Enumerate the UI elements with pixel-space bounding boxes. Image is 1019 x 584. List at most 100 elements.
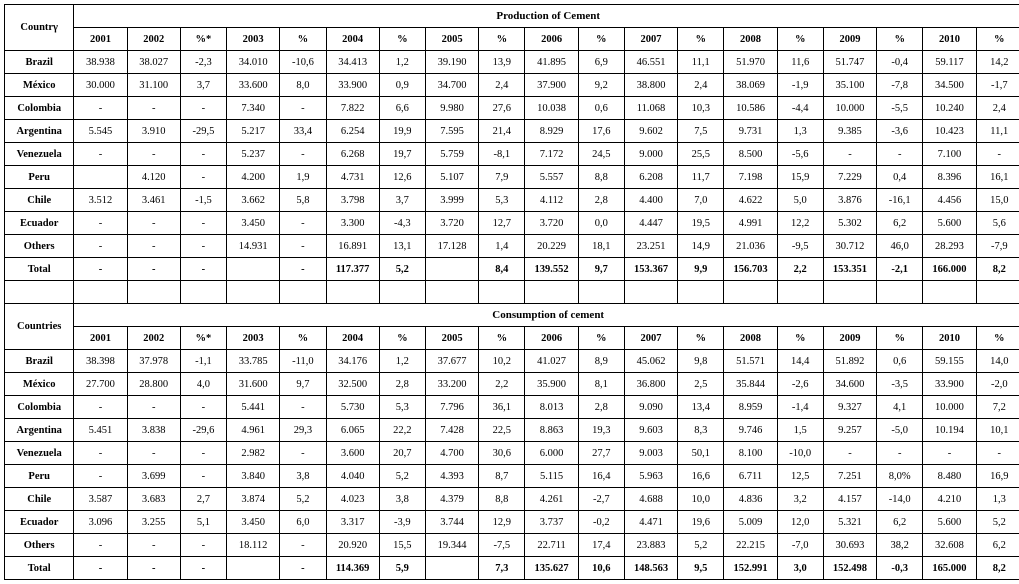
row-header-country: Countrγ — [5, 5, 74, 51]
spacer-cell — [180, 281, 226, 304]
col-header: 2010 — [923, 28, 976, 51]
data-cell: 30.712 — [823, 235, 876, 258]
data-cell: 9.603 — [624, 419, 677, 442]
data-cell: 46,0 — [877, 235, 923, 258]
data-cell: 2,4 — [678, 74, 724, 97]
col-header: % — [777, 28, 823, 51]
data-cell: 19,3 — [578, 419, 624, 442]
data-cell: 0,4 — [877, 166, 923, 189]
data-cell: 4.622 — [724, 189, 777, 212]
spacer-cell — [525, 281, 578, 304]
data-cell: 45.062 — [624, 350, 677, 373]
data-cell: 4.210 — [923, 488, 976, 511]
data-cell: 11,6 — [777, 51, 823, 74]
data-cell: 11.068 — [624, 97, 677, 120]
data-cell: 22.215 — [724, 534, 777, 557]
data-cell: - — [923, 442, 976, 465]
data-cell: 8,3 — [678, 419, 724, 442]
data-cell: 30,6 — [479, 442, 525, 465]
data-cell: 18.112 — [227, 534, 280, 557]
data-cell: 1,3 — [976, 488, 1019, 511]
data-cell: 152.991 — [724, 557, 777, 580]
data-cell: 6.254 — [326, 120, 379, 143]
data-cell: -4,3 — [379, 212, 425, 235]
data-cell: 5.302 — [823, 212, 876, 235]
data-cell: -2,3 — [180, 51, 226, 74]
data-cell: 4.991 — [724, 212, 777, 235]
data-cell: 5,2 — [379, 465, 425, 488]
data-cell: 8,4 — [479, 258, 525, 281]
data-cell: 152.498 — [823, 557, 876, 580]
row-label: Colombia — [5, 97, 74, 120]
data-cell: 5.107 — [426, 166, 479, 189]
data-cell: 7.251 — [823, 465, 876, 488]
data-cell: 13,4 — [678, 396, 724, 419]
data-cell: 16.891 — [326, 235, 379, 258]
col-header: % — [280, 327, 326, 350]
data-cell: - — [280, 396, 326, 419]
data-cell: 10,0 — [678, 488, 724, 511]
data-cell: 4.040 — [326, 465, 379, 488]
data-cell: 4.120 — [127, 166, 180, 189]
data-cell: -3,5 — [877, 373, 923, 396]
data-cell: 7,2 — [976, 396, 1019, 419]
data-cell: 3.683 — [127, 488, 180, 511]
data-cell: -7,9 — [976, 235, 1019, 258]
data-cell: 0,6 — [877, 350, 923, 373]
data-cell: 1,3 — [777, 120, 823, 143]
spacer-cell — [823, 281, 876, 304]
row-label: Ecuador — [5, 212, 74, 235]
data-cell: 9.003 — [624, 442, 677, 465]
data-cell — [227, 258, 280, 281]
data-cell: 30.693 — [823, 534, 876, 557]
spacer-cell — [578, 281, 624, 304]
data-cell: 2,8 — [578, 189, 624, 212]
data-cell: - — [280, 143, 326, 166]
row-label: México — [5, 74, 74, 97]
data-cell: 34.500 — [923, 74, 976, 97]
row-label: Ecuador — [5, 511, 74, 534]
data-cell: 13,9 — [479, 51, 525, 74]
data-cell: 153.367 — [624, 258, 677, 281]
data-cell: 5,3 — [479, 189, 525, 212]
data-cell: 3,8 — [379, 488, 425, 511]
data-cell: 4.836 — [724, 488, 777, 511]
data-cell: - — [280, 534, 326, 557]
data-cell: 12,6 — [379, 166, 425, 189]
data-cell: 20,7 — [379, 442, 425, 465]
data-cell: 6.711 — [724, 465, 777, 488]
data-cell: 3.840 — [227, 465, 280, 488]
data-cell: 1,9 — [280, 166, 326, 189]
data-cell: 3.662 — [227, 189, 280, 212]
data-cell: 16,4 — [578, 465, 624, 488]
data-cell: -29,6 — [180, 419, 226, 442]
data-cell: 51.892 — [823, 350, 876, 373]
data-cell: 15,9 — [777, 166, 823, 189]
col-header: % — [678, 28, 724, 51]
data-cell: -7,5 — [479, 534, 525, 557]
spacer-cell — [678, 281, 724, 304]
data-cell: 4.200 — [227, 166, 280, 189]
data-cell: 10,3 — [678, 97, 724, 120]
data-cell: 38.800 — [624, 74, 677, 97]
data-cell: -4,4 — [777, 97, 823, 120]
data-cell: 19,9 — [379, 120, 425, 143]
data-cell: 9.602 — [624, 120, 677, 143]
data-cell: 13,1 — [379, 235, 425, 258]
spacer-cell — [777, 281, 823, 304]
data-cell: - — [180, 235, 226, 258]
data-cell: 4.456 — [923, 189, 976, 212]
data-cell: 7.822 — [326, 97, 379, 120]
col-header: 2004 — [326, 327, 379, 350]
col-header: 2008 — [724, 327, 777, 350]
data-cell: 1,2 — [379, 51, 425, 74]
data-cell: -8,1 — [479, 143, 525, 166]
data-cell: 117.377 — [326, 258, 379, 281]
data-cell: - — [74, 465, 127, 488]
data-cell: - — [127, 557, 180, 580]
row-label: Brazil — [5, 350, 74, 373]
data-cell: 23.251 — [624, 235, 677, 258]
col-header: 2003 — [227, 327, 280, 350]
data-cell: 34.413 — [326, 51, 379, 74]
data-cell: -3,6 — [877, 120, 923, 143]
